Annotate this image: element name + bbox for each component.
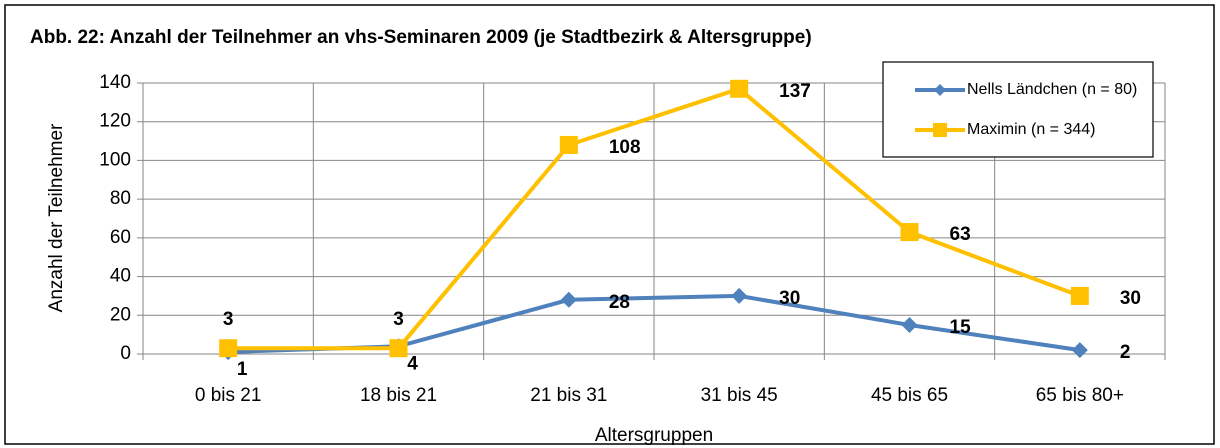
marker <box>901 316 918 333</box>
marker <box>900 223 919 242</box>
x-tick-label: 45 bis 65 <box>871 385 948 406</box>
data-label: 3 <box>223 309 234 330</box>
data-label: 1 <box>237 359 248 380</box>
y-tick-label: 140 <box>99 72 131 93</box>
y-tick-label: 100 <box>99 149 131 170</box>
data-label: 108 <box>609 137 641 158</box>
y-tick-label: 80 <box>110 188 131 209</box>
marker <box>1071 342 1088 359</box>
y-tick-label: 0 <box>120 343 131 364</box>
marker <box>560 291 577 308</box>
data-label: 2 <box>1120 342 1131 363</box>
marker <box>389 339 408 358</box>
y-tick-label: 40 <box>110 266 131 287</box>
data-label: 3 <box>393 309 404 330</box>
legend-label: Maximin (n = 344) <box>967 121 1096 138</box>
x-tick-label: 0 bis 21 <box>195 385 262 406</box>
y-tick-label: 20 <box>110 304 131 325</box>
marker <box>559 135 578 154</box>
data-label: 137 <box>779 81 811 102</box>
x-tick-label: 31 bis 45 <box>701 385 778 406</box>
data-label: 30 <box>1120 288 1141 309</box>
marker <box>731 287 748 304</box>
legend-box <box>882 61 1154 158</box>
marker <box>730 79 749 98</box>
data-label: 4 <box>407 353 418 374</box>
chart-title: Abb. 22: Anzahl der Teilnehmer an vhs-Se… <box>30 27 812 48</box>
data-label: 28 <box>609 292 630 313</box>
x-tick-label: 18 bis 21 <box>360 385 437 406</box>
data-label: 30 <box>779 288 800 309</box>
data-label: 63 <box>950 224 971 245</box>
data-label: 15 <box>950 317 972 338</box>
marker <box>219 339 238 358</box>
y-tick-label: 60 <box>110 227 131 248</box>
x-axis-label: Altersgruppen <box>595 425 713 446</box>
legend-marker <box>934 84 946 96</box>
x-tick-label: 65 bis 80+ <box>1036 385 1124 406</box>
legend-marker <box>933 123 947 137</box>
y-tick-label: 120 <box>99 111 131 132</box>
y-axis-label: Anzahl der Teilnehmer <box>46 123 67 312</box>
series-line <box>228 86 1081 351</box>
marker <box>1070 286 1089 305</box>
x-tick-label: 21 bis 31 <box>530 385 607 406</box>
legend-label: Nells Ländchen (n = 80) <box>967 81 1137 98</box>
